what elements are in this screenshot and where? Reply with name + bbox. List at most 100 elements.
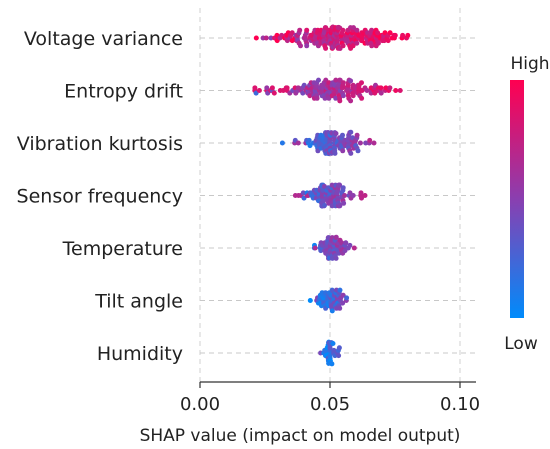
shap-point (375, 30, 381, 36)
shap-point (336, 345, 342, 351)
shap-point (333, 234, 339, 240)
shap-point (307, 298, 313, 303)
shap-point (340, 148, 346, 154)
shap-point (316, 77, 321, 83)
shap-point (322, 202, 327, 208)
shap-point (347, 242, 353, 248)
shap-point (307, 143, 313, 149)
shap-point (304, 27, 310, 33)
shap-point (351, 245, 357, 251)
shap-point (358, 190, 364, 196)
shap-point (306, 137, 312, 143)
shap-point (304, 43, 310, 49)
feature-label: Humidity (97, 343, 183, 365)
feature-label: Tilt angle (94, 291, 183, 313)
shap-point (355, 148, 361, 154)
shap-point (284, 85, 290, 91)
shap-point (289, 30, 295, 36)
shap-point (393, 88, 399, 93)
shap-point (350, 43, 356, 49)
shap-point (253, 35, 259, 41)
shap-point (333, 131, 339, 136)
feature-label: Vibration kurtosis (17, 133, 183, 155)
shap-point (268, 35, 274, 41)
shap-point (344, 295, 350, 301)
shap-point (367, 137, 373, 143)
shap-point (256, 88, 262, 93)
shap-point (340, 27, 346, 33)
shap-point (337, 305, 343, 311)
shap-point (337, 287, 343, 293)
shap-point (340, 185, 346, 191)
shap-point (357, 140, 363, 146)
shap-point (337, 182, 343, 188)
shap-point (340, 93, 346, 99)
shap-point (321, 183, 327, 189)
shap-point (279, 140, 285, 146)
shap-point (378, 85, 384, 91)
x-axis: 0.00 0.05 0.10 (180, 381, 480, 415)
shap-point (387, 30, 393, 36)
shap-point (348, 98, 354, 104)
shap-point (252, 85, 258, 91)
shap-point (323, 45, 329, 51)
shap-point (329, 361, 335, 367)
shap-point (341, 200, 347, 206)
shap-point (375, 40, 381, 46)
shap-point (331, 347, 337, 353)
shap-point (340, 300, 346, 306)
shap-point (340, 43, 346, 49)
shap-point (350, 93, 356, 99)
shap-point (330, 341, 336, 346)
feature-label: Sensor frequency (17, 186, 183, 208)
shap-point (343, 240, 349, 246)
shap-point (387, 85, 393, 91)
shap-point (312, 245, 318, 251)
shap-point (295, 140, 301, 146)
shap-point (400, 32, 406, 38)
x-tick-label: 0.05 (310, 394, 350, 415)
shap-point (354, 27, 360, 33)
feature-label: Voltage variance (24, 28, 183, 50)
shap-point (359, 195, 364, 201)
shap-point (359, 95, 365, 101)
shap-point (336, 353, 342, 359)
shap-point (297, 27, 303, 33)
shap-point (348, 150, 354, 156)
feature-label: Entropy drift (64, 81, 183, 103)
shap-point (364, 88, 370, 93)
shap-point (371, 140, 377, 146)
shap-point (369, 43, 375, 49)
shap-point (333, 95, 339, 101)
shap-point (337, 98, 343, 104)
shap-point (264, 85, 270, 91)
shap-point (348, 129, 354, 135)
shap-point (354, 40, 360, 46)
shap-point (333, 255, 339, 261)
shap-point (314, 95, 320, 101)
shap-point (333, 77, 339, 83)
colorbar-low-label: Low (504, 334, 538, 354)
shap-point (378, 90, 384, 96)
shap-point (363, 140, 369, 146)
shap-point (340, 80, 346, 86)
shap-point (369, 27, 375, 33)
shap-point (332, 150, 338, 156)
shap-point (340, 132, 345, 138)
x-axis-title: SHAP value (impact on model output) (140, 426, 461, 446)
x-tick-label: 0.00 (180, 394, 220, 415)
shap-point (342, 193, 348, 198)
colorbar-high-label: High (510, 54, 549, 74)
shap-point (300, 190, 306, 196)
x-tick-label: 0.10 (440, 394, 480, 415)
feature-label: Temperature (62, 238, 183, 260)
shap-point (263, 35, 269, 41)
shap-point (405, 32, 411, 38)
shap-point (359, 80, 364, 86)
points-layer (252, 24, 411, 367)
shap-point (348, 78, 354, 84)
shap-point (385, 38, 391, 44)
colorbar (510, 80, 524, 318)
shap-point (362, 193, 368, 198)
